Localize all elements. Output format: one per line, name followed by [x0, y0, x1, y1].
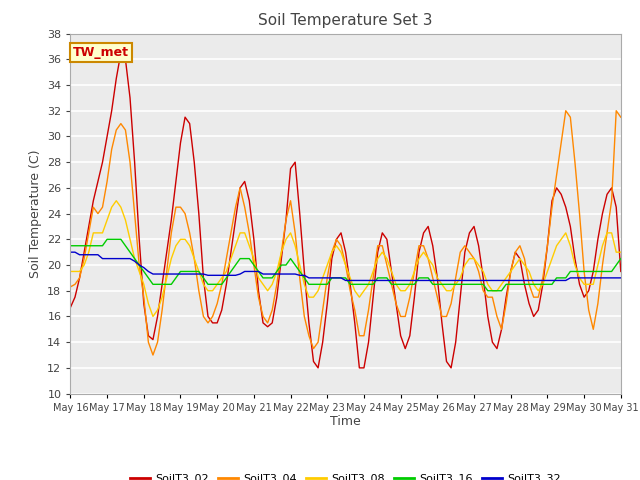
X-axis label: Time: Time	[330, 415, 361, 429]
Text: TW_met: TW_met	[73, 46, 129, 59]
Title: Soil Temperature Set 3: Soil Temperature Set 3	[259, 13, 433, 28]
Legend: SoilT3_02, SoilT3_04, SoilT3_08, SoilT3_16, SoilT3_32: SoilT3_02, SoilT3_04, SoilT3_08, SoilT3_…	[125, 469, 566, 480]
Y-axis label: Soil Temperature (C): Soil Temperature (C)	[29, 149, 42, 278]
